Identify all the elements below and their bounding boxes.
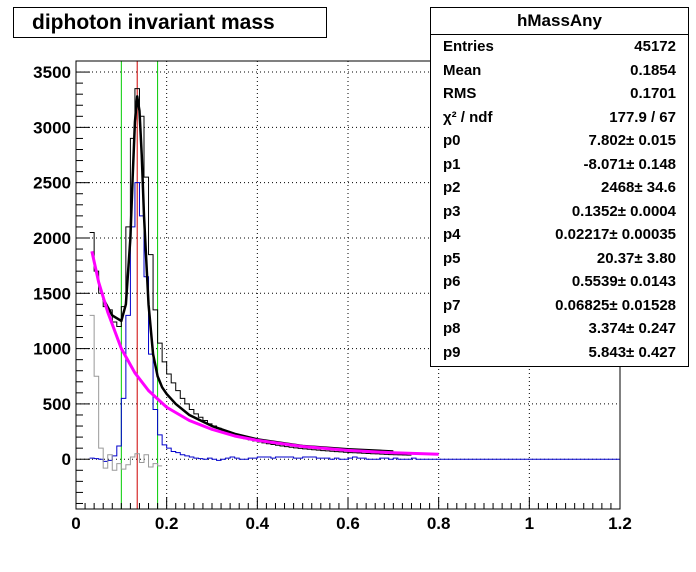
stats-value: 45172: [634, 38, 676, 56]
stats-row: p7 0.06825± 0.01528: [431, 294, 688, 318]
data-series: [89, 88, 620, 471]
stats-value: 2468± 34.6: [601, 179, 676, 197]
curve-background_fit: [90, 250, 439, 456]
stats-label: p4: [443, 226, 461, 244]
stats-value: 0.06825± 0.01528: [555, 296, 676, 314]
stats-row: p9 5.843± 0.427: [431, 341, 688, 365]
stats-row: p4 0.02217± 0.00035: [431, 223, 688, 247]
stats-label: p6: [443, 273, 461, 291]
stats-label: RMS: [443, 85, 477, 103]
stats-label: p1: [443, 155, 461, 173]
stats-box: hMassAny Entries 45172 Mean 0.1854 RMS 0.1701…: [430, 7, 689, 367]
stats-row: p5 20.37± 3.80: [431, 247, 688, 271]
stats-label: p7: [443, 296, 461, 314]
y-tick-label: 2000: [33, 229, 71, 248]
stats-label: Mean: [443, 61, 482, 79]
stats-value: 0.02217± 0.00035: [555, 226, 676, 244]
y-tick-label: 3500: [33, 63, 71, 82]
stats-value: 7.802± 0.015: [588, 132, 676, 150]
hist-signal_hist: [89, 182, 620, 462]
hist-histogram: [89, 88, 412, 456]
stats-value: 5.843± 0.427: [588, 343, 676, 361]
stats-row: χ² / ndf 177.9 / 67: [431, 106, 688, 130]
x-axis: 0 0.2 0.4 0.6 0.8 1 1.2: [71, 497, 632, 533]
stats-label: p0: [443, 132, 461, 150]
stats-rows: Entries 45172 Mean 0.1854 RMS 0.1701 χ² / ndf 1…: [431, 35, 688, 364]
stats-label: p5: [443, 249, 461, 267]
stats-row: p0 7.802± 0.015: [431, 129, 688, 153]
y-tick-label: 1500: [33, 284, 71, 303]
y-tick-label: 3000: [33, 118, 71, 137]
stats-row: Entries 45172: [431, 35, 688, 59]
stats-value: 0.1352± 0.0004: [571, 202, 676, 220]
x-tick-label: 0: [71, 514, 80, 533]
x-tick-label: 0.2: [155, 514, 179, 533]
stats-label: Entries: [443, 38, 494, 56]
hist-residual_hist: [89, 314, 163, 471]
y-axis: 0 500 1000 1500 2000 2500 3000 3500: [33, 60, 90, 504]
x-tick-label: 0.4: [246, 514, 270, 533]
curve-total_fit: [102, 95, 394, 453]
stats-row: p3 0.1352± 0.0004: [431, 200, 688, 224]
stats-row: RMS 0.1701: [431, 82, 688, 106]
stats-row: p1 -8.071± 0.148: [431, 153, 688, 177]
stats-label: p9: [443, 343, 461, 361]
y-tick-label: 500: [43, 395, 71, 414]
y-tick-label: 1000: [33, 340, 71, 359]
stats-label: p8: [443, 320, 461, 338]
stats-row: p8 3.374± 0.247: [431, 317, 688, 341]
stats-value: 20.37± 3.80: [596, 249, 676, 267]
stats-label: p3: [443, 202, 461, 220]
stats-value: -8.071± 0.148: [583, 155, 676, 173]
stats-row: p6 0.5539± 0.0143: [431, 270, 688, 294]
x-tick-label: 0.8: [427, 514, 451, 533]
x-tick-label: 0.6: [336, 514, 360, 533]
stats-value: 0.5539± 0.0143: [571, 273, 676, 291]
stats-row: Mean 0.1854: [431, 59, 688, 83]
stats-label: χ² / ndf: [443, 108, 493, 126]
stats-value: 177.9 / 67: [609, 108, 676, 126]
stats-row: p2 2468± 34.6: [431, 176, 688, 200]
stats-title: hMassAny: [431, 8, 688, 35]
x-tick-label: 1: [525, 514, 534, 533]
chart-title: diphoton invariant mass: [13, 7, 327, 38]
stats-value: 0.1854: [630, 61, 676, 79]
x-tick-label: 1.2: [608, 514, 632, 533]
stats-value: 0.1701: [630, 85, 676, 103]
y-tick-label: 0: [62, 450, 71, 469]
stats-value: 3.374± 0.247: [588, 320, 676, 338]
stats-label: p2: [443, 179, 461, 197]
y-tick-label: 2500: [33, 174, 71, 193]
